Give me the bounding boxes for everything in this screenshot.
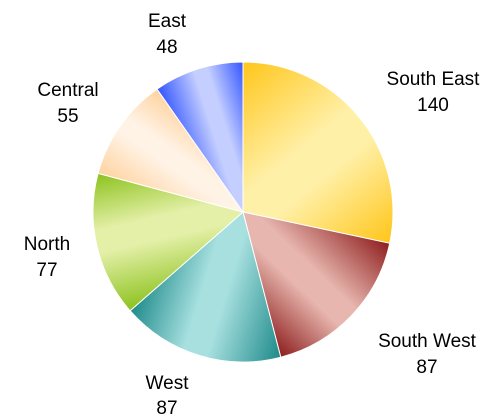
slice-label-name: Central — [37, 80, 98, 101]
pie-slice-east — [156, 61, 244, 214]
pie-slice-central — [97, 88, 245, 213]
slice-label-name: East — [148, 11, 187, 32]
slice-label-name: North — [24, 234, 70, 255]
slice-label-value: 77 — [36, 260, 57, 281]
pie-slice-north — [92, 172, 245, 312]
slice-label-value: 48 — [156, 37, 177, 58]
slice-label-value: 55 — [57, 106, 78, 127]
pie-slices — [92, 61, 394, 363]
pie-slice-west — [129, 211, 282, 363]
pie-slice-south-east — [242, 61, 394, 244]
slice-label-value: 87 — [156, 398, 177, 419]
slice-label-value: 87 — [416, 357, 437, 378]
slice-label-name: South West — [378, 331, 477, 352]
slice-label-name: South East — [387, 69, 481, 90]
pie-slice-south-west — [242, 211, 391, 358]
slice-label-value: 140 — [417, 95, 449, 116]
slice-label-name: West — [146, 373, 190, 394]
pie-labels: South East 140 South West 87 West 87 North 77 Ce… — [24, 11, 480, 419]
